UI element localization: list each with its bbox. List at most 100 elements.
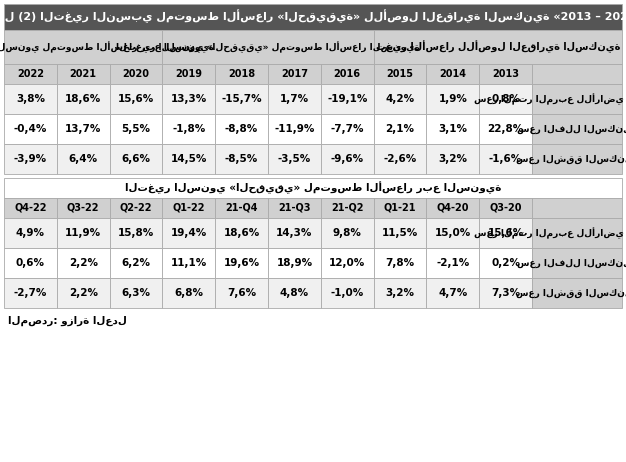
Bar [4, 114, 57, 144]
Bar [479, 218, 532, 248]
Bar [57, 64, 110, 84]
Bar [374, 64, 426, 84]
Text: 0,8%: 0,8% [491, 94, 520, 104]
Bar [4, 278, 57, 308]
Text: 2,2%: 2,2% [69, 258, 98, 268]
Bar [4, 218, 57, 248]
Text: 0,2%: 0,2% [491, 258, 520, 268]
Bar [4, 178, 622, 198]
Text: التغير السنوي لمتوسط الأسعار ربع السنوية: التغير السنوي لمتوسط الأسعار ربع السنوية [0, 41, 214, 53]
Bar [57, 114, 110, 144]
Bar [479, 64, 532, 84]
Bar [374, 84, 426, 114]
Bar [215, 114, 268, 144]
Text: Q3-20: Q3-20 [490, 203, 522, 213]
Text: 4,9%: 4,9% [16, 228, 45, 238]
Text: Q4-22: Q4-22 [14, 203, 47, 213]
Bar [374, 144, 426, 174]
Text: 2018: 2018 [228, 69, 255, 79]
Bar [215, 84, 268, 114]
Bar [268, 278, 321, 308]
Bar [57, 84, 110, 114]
Bar [4, 64, 57, 84]
Bar [479, 84, 532, 114]
Text: سعر الفلل السكنية: سعر الفلل السكنية [517, 258, 626, 268]
Bar [162, 198, 215, 218]
Bar [532, 198, 622, 218]
Bar [110, 64, 162, 84]
Text: -15,7%: -15,7% [221, 94, 262, 104]
Text: -7,7%: -7,7% [331, 124, 364, 134]
Bar [162, 84, 215, 114]
Bar [110, 218, 162, 248]
Bar [374, 248, 426, 278]
Text: 2022: 2022 [17, 69, 44, 79]
Bar [215, 278, 268, 308]
Bar [321, 114, 374, 144]
Bar [426, 84, 479, 114]
Text: 11,9%: 11,9% [65, 228, 101, 238]
Bar [321, 218, 374, 248]
Text: Q1-21: Q1-21 [384, 203, 416, 213]
Text: 14,5%: 14,5% [171, 154, 207, 164]
Text: Q3-22: Q3-22 [67, 203, 100, 213]
Bar [532, 248, 622, 278]
Text: 18,6%: 18,6% [223, 228, 260, 238]
Text: 1,7%: 1,7% [280, 94, 309, 104]
Text: 7,3%: 7,3% [491, 288, 520, 298]
Text: -9,6%: -9,6% [331, 154, 364, 164]
Text: 6,2%: 6,2% [121, 258, 150, 268]
Text: 4,2%: 4,2% [386, 94, 414, 104]
Text: 2021: 2021 [69, 69, 96, 79]
Bar [426, 64, 479, 84]
Bar [479, 278, 532, 308]
Bar [321, 64, 374, 84]
Bar [57, 278, 110, 308]
Bar [268, 248, 321, 278]
Bar [321, 84, 374, 114]
Text: 6,8%: 6,8% [174, 288, 203, 298]
Bar [57, 218, 110, 248]
Text: سعر المتر المربع للأراضي السكنية: سعر المتر المربع للأراضي السكنية [474, 93, 626, 105]
Bar [426, 278, 479, 308]
Bar [321, 198, 374, 218]
Text: 6,4%: 6,4% [69, 154, 98, 164]
Text: 7,8%: 7,8% [386, 258, 414, 268]
Text: سعر المتر المربع للأراضي السكنية: سعر المتر المربع للأراضي السكنية [474, 227, 626, 239]
Text: 2016: 2016 [334, 69, 361, 79]
Text: 19,4%: 19,4% [171, 228, 207, 238]
Text: 18,9%: 18,9% [276, 258, 312, 268]
Bar [426, 218, 479, 248]
Bar [374, 198, 426, 218]
Text: 4,8%: 4,8% [280, 288, 309, 298]
Bar [162, 218, 215, 248]
Text: 2015: 2015 [386, 69, 414, 79]
Bar [532, 144, 622, 174]
Text: 3,1%: 3,1% [438, 124, 467, 134]
Bar [374, 114, 426, 144]
Text: جدول (2) التغير النسبي لمتوسط الأسعار «الحقيقية» للأصول العقارية السكنية «2013 –: جدول (2) التغير النسبي لمتوسط الأسعار «ا… [0, 10, 626, 24]
Bar [426, 248, 479, 278]
Bar [162, 144, 215, 174]
Text: -3,5%: -3,5% [278, 154, 311, 164]
Text: 2,2%: 2,2% [69, 288, 98, 298]
Text: 21-Q2: 21-Q2 [331, 203, 364, 213]
Text: 2013: 2013 [492, 69, 519, 79]
Bar [479, 144, 532, 174]
Text: 15,8%: 15,8% [118, 228, 154, 238]
Bar [162, 64, 215, 84]
Text: 3,2%: 3,2% [386, 288, 414, 298]
Bar [426, 144, 479, 174]
Text: 14,3%: 14,3% [276, 228, 312, 238]
Bar [162, 30, 374, 64]
Text: -1,6%: -1,6% [489, 154, 522, 164]
Bar [321, 248, 374, 278]
Bar [57, 144, 110, 174]
Text: سعر الشقق السكنية: سعر الشقق السكنية [516, 288, 626, 298]
Bar [374, 278, 426, 308]
Text: 18,6%: 18,6% [65, 94, 101, 104]
Text: تغير الأسعار للأصول العقارية السكنية: تغير الأسعار للأصول العقارية السكنية [376, 41, 620, 53]
Bar [532, 218, 622, 248]
Text: 2020: 2020 [123, 69, 150, 79]
Bar [479, 198, 532, 218]
